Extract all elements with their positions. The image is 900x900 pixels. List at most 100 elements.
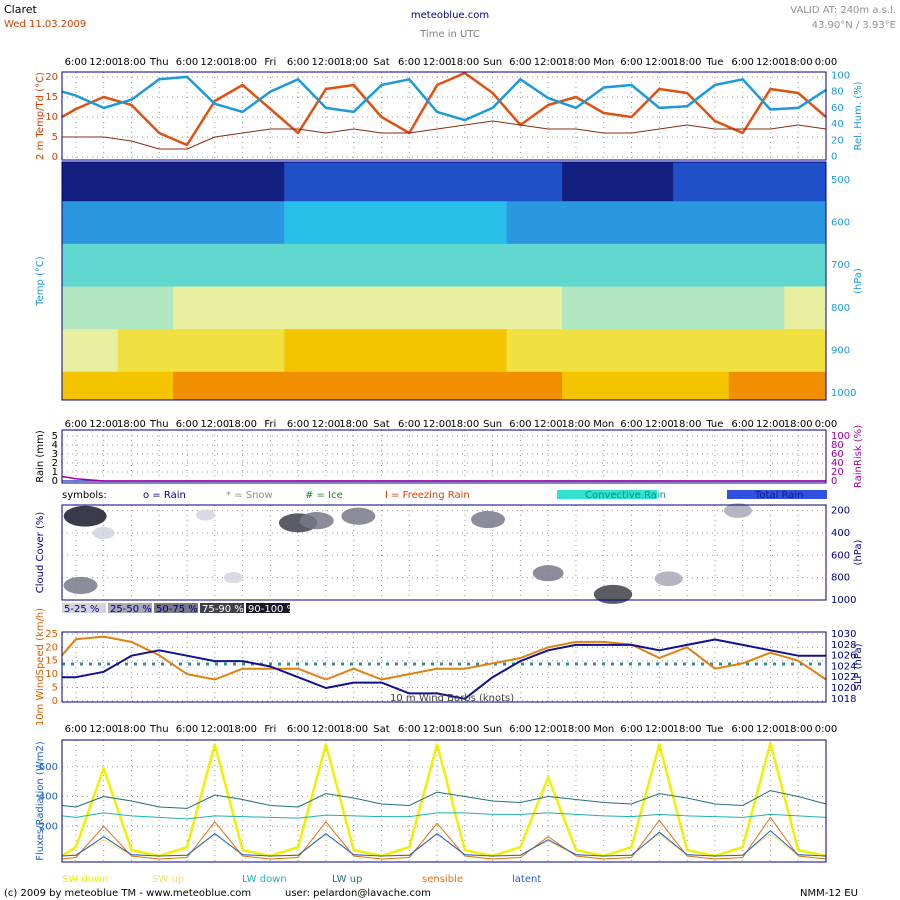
- temp-cell: [284, 329, 341, 373]
- cloud-legend-label: 5-25 %: [64, 604, 99, 615]
- panel-frame: [61, 504, 827, 601]
- temp-cell: [173, 162, 230, 202]
- x-tick-label: 18:00: [117, 419, 146, 430]
- x-tick-label: 12:00: [423, 419, 452, 430]
- temp-cell: [728, 201, 785, 245]
- cloud-legend-swatch: [200, 603, 244, 613]
- series-line: [61, 741, 827, 858]
- x-tick-label: 6:00: [287, 724, 309, 735]
- series-line: [62, 120, 827, 150]
- x-tick-label: Tue: [705, 724, 723, 735]
- x-tick-label: 12:00: [89, 724, 118, 735]
- x-tick-label: Mon: [593, 419, 614, 430]
- cloud-blob: [654, 571, 683, 587]
- x-tick-label: 6:00: [509, 724, 531, 735]
- y-axis-title: 10m WindSpeed (km/h): [35, 608, 46, 726]
- x-tick-label: 6:00: [65, 419, 87, 430]
- coords: 43.90°N / 3.93°E: [812, 20, 896, 31]
- temp-cell: [339, 329, 396, 373]
- cloud-legend-swatch: [246, 603, 290, 613]
- temp-cell: [395, 162, 452, 202]
- date: Wed 11.03.2009: [4, 19, 86, 30]
- temp-cell: [673, 162, 730, 202]
- temp-cell: [117, 201, 174, 245]
- x-tick-label: 6:00: [731, 724, 753, 735]
- x-tick-label: 6:00: [398, 724, 420, 735]
- temp-cell: [784, 286, 827, 330]
- temp-cell: [562, 162, 619, 202]
- temp-cell: [228, 286, 285, 330]
- x-tick-label: 12:00: [645, 419, 674, 430]
- y-tick-label: 15: [45, 92, 58, 103]
- x-tick-label: 12:00: [200, 724, 229, 735]
- panel-bg: [62, 505, 826, 600]
- y-tick-label: 600: [831, 218, 850, 229]
- x-tick-label: 12:00: [645, 57, 674, 68]
- x-tick-label: 18:00: [562, 57, 591, 68]
- x-tick-label: 6:00: [398, 57, 420, 68]
- x-tick-label: 18:00: [228, 57, 257, 68]
- temp-cell: [617, 286, 674, 330]
- model: NMM-12 EU: [800, 888, 858, 899]
- x-tick-label: 18:00: [117, 724, 146, 735]
- symbol-legend: I = Freezing Rain: [385, 490, 470, 501]
- cloud-legend-swatch: [154, 603, 198, 613]
- temp-cell: [339, 371, 396, 401]
- legend-label: SW down: [62, 874, 108, 885]
- x-tick-label: 12:00: [645, 724, 674, 735]
- x-tick-label: 18:00: [450, 419, 479, 430]
- y-tick-label: 15: [45, 656, 58, 667]
- temp-cell: [784, 201, 827, 245]
- y-tick-label: 400: [831, 528, 850, 539]
- temp-cell: [228, 371, 285, 401]
- panel-frame: [61, 631, 827, 703]
- series-line: [61, 475, 826, 482]
- y-tick-label: 20: [45, 72, 58, 83]
- temp-cell: [728, 243, 785, 288]
- y-tick-label: 10: [45, 112, 58, 123]
- x-tick-label: 12:00: [200, 57, 229, 68]
- y2-tick-label: 1030: [831, 629, 856, 640]
- y-tick-label: 0: [52, 476, 58, 487]
- x-tick-label: 12:00: [89, 57, 118, 68]
- location: Claret: [4, 3, 38, 16]
- y-tick-label: 900: [831, 346, 850, 357]
- y2-tick-label: 1028: [831, 640, 856, 651]
- temp-cell: [450, 371, 508, 401]
- temp-cell: [339, 286, 396, 330]
- x-tick-label: 18:00: [339, 57, 368, 68]
- temp-cell: [62, 329, 119, 373]
- y-tick-label: 20: [45, 642, 58, 653]
- y2-tick-label: 80: [831, 440, 844, 451]
- x-tick-label: Sat: [373, 57, 389, 68]
- temp-cell: [284, 243, 341, 288]
- series-line: [61, 71, 827, 147]
- temp-cell: [395, 201, 452, 245]
- y2-tick-label: 60: [831, 103, 844, 114]
- legend-label: latent: [512, 874, 541, 885]
- y-tick-label: 25: [45, 629, 58, 640]
- cloud-blob: [299, 512, 334, 530]
- temp-cell: [784, 371, 827, 401]
- y2-tick-label: 60: [831, 449, 844, 460]
- valid-at: VALID AT: 240m a.s.l.: [790, 5, 896, 16]
- temp-cell: [117, 329, 174, 373]
- y2-tick-label: 1022: [831, 672, 856, 683]
- x-tick-label: 12:00: [756, 57, 785, 68]
- temp-cell: [117, 162, 174, 202]
- cloud-blob: [341, 507, 376, 525]
- legend-label: sensible: [422, 874, 463, 885]
- y2-tick-label: 40: [831, 119, 844, 130]
- x-tick-label: 6:00: [65, 724, 87, 735]
- x-tick-label: 6:00: [287, 419, 309, 430]
- temp-cell: [395, 243, 452, 288]
- x-tick-label: 18:00: [784, 724, 813, 735]
- x-tick-label: 18:00: [228, 419, 257, 430]
- temp-cell: [228, 162, 285, 202]
- y-tick-label: 500: [831, 175, 850, 186]
- cloud-blob: [724, 503, 753, 518]
- x-tick-label: 12:00: [200, 419, 229, 430]
- y2-axis-title: (hPa): [853, 268, 864, 294]
- y2-axis-title: SLP (hPa): [853, 643, 864, 690]
- x-tick-label: 18:00: [673, 724, 702, 735]
